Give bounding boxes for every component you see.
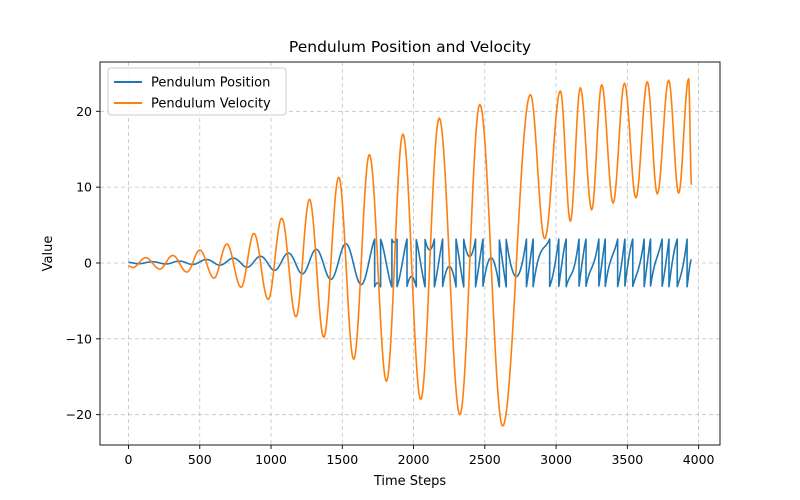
series-layer xyxy=(128,77,693,427)
x-tick-label: 500 xyxy=(188,452,212,467)
x-tick-label: 1500 xyxy=(326,452,358,467)
legend-box xyxy=(107,67,287,116)
x-tick-label: 1000 xyxy=(255,452,287,467)
plot-frame xyxy=(99,61,721,446)
y-tick-label: −20 xyxy=(66,407,92,422)
y-axis-label: Value xyxy=(41,236,56,272)
y-tick-label: 20 xyxy=(76,104,92,119)
series-line-pendulum-position xyxy=(128,238,692,288)
x-tick-label: 3500 xyxy=(611,452,643,467)
y-tick-label: 0 xyxy=(84,255,92,270)
x-tick-label: 2500 xyxy=(469,452,501,467)
x-axis-label: Time Steps xyxy=(373,474,447,489)
grid xyxy=(100,62,720,445)
x-tick-label: 3000 xyxy=(540,452,572,467)
chart-title: Pendulum Position and Velocity xyxy=(289,38,531,56)
legend-label-velocity: Pendulum Velocity xyxy=(151,97,271,112)
series-line-pendulum-velocity xyxy=(128,77,693,427)
legend: Pendulum Position Pendulum Velocity xyxy=(107,67,287,116)
x-tick-label: 0 xyxy=(125,452,133,467)
y-tick-label: −10 xyxy=(66,331,92,346)
axis-ticks: 0 500 1000 1500 2000 2500 3000 3500 4000 −20 −10 0 1… xyxy=(66,104,715,467)
x-tick-label: 4000 xyxy=(683,452,715,467)
x-tick-label: 2000 xyxy=(398,452,430,467)
legend-label-position: Pendulum Position xyxy=(151,76,270,91)
y-tick-label: 10 xyxy=(76,180,92,195)
